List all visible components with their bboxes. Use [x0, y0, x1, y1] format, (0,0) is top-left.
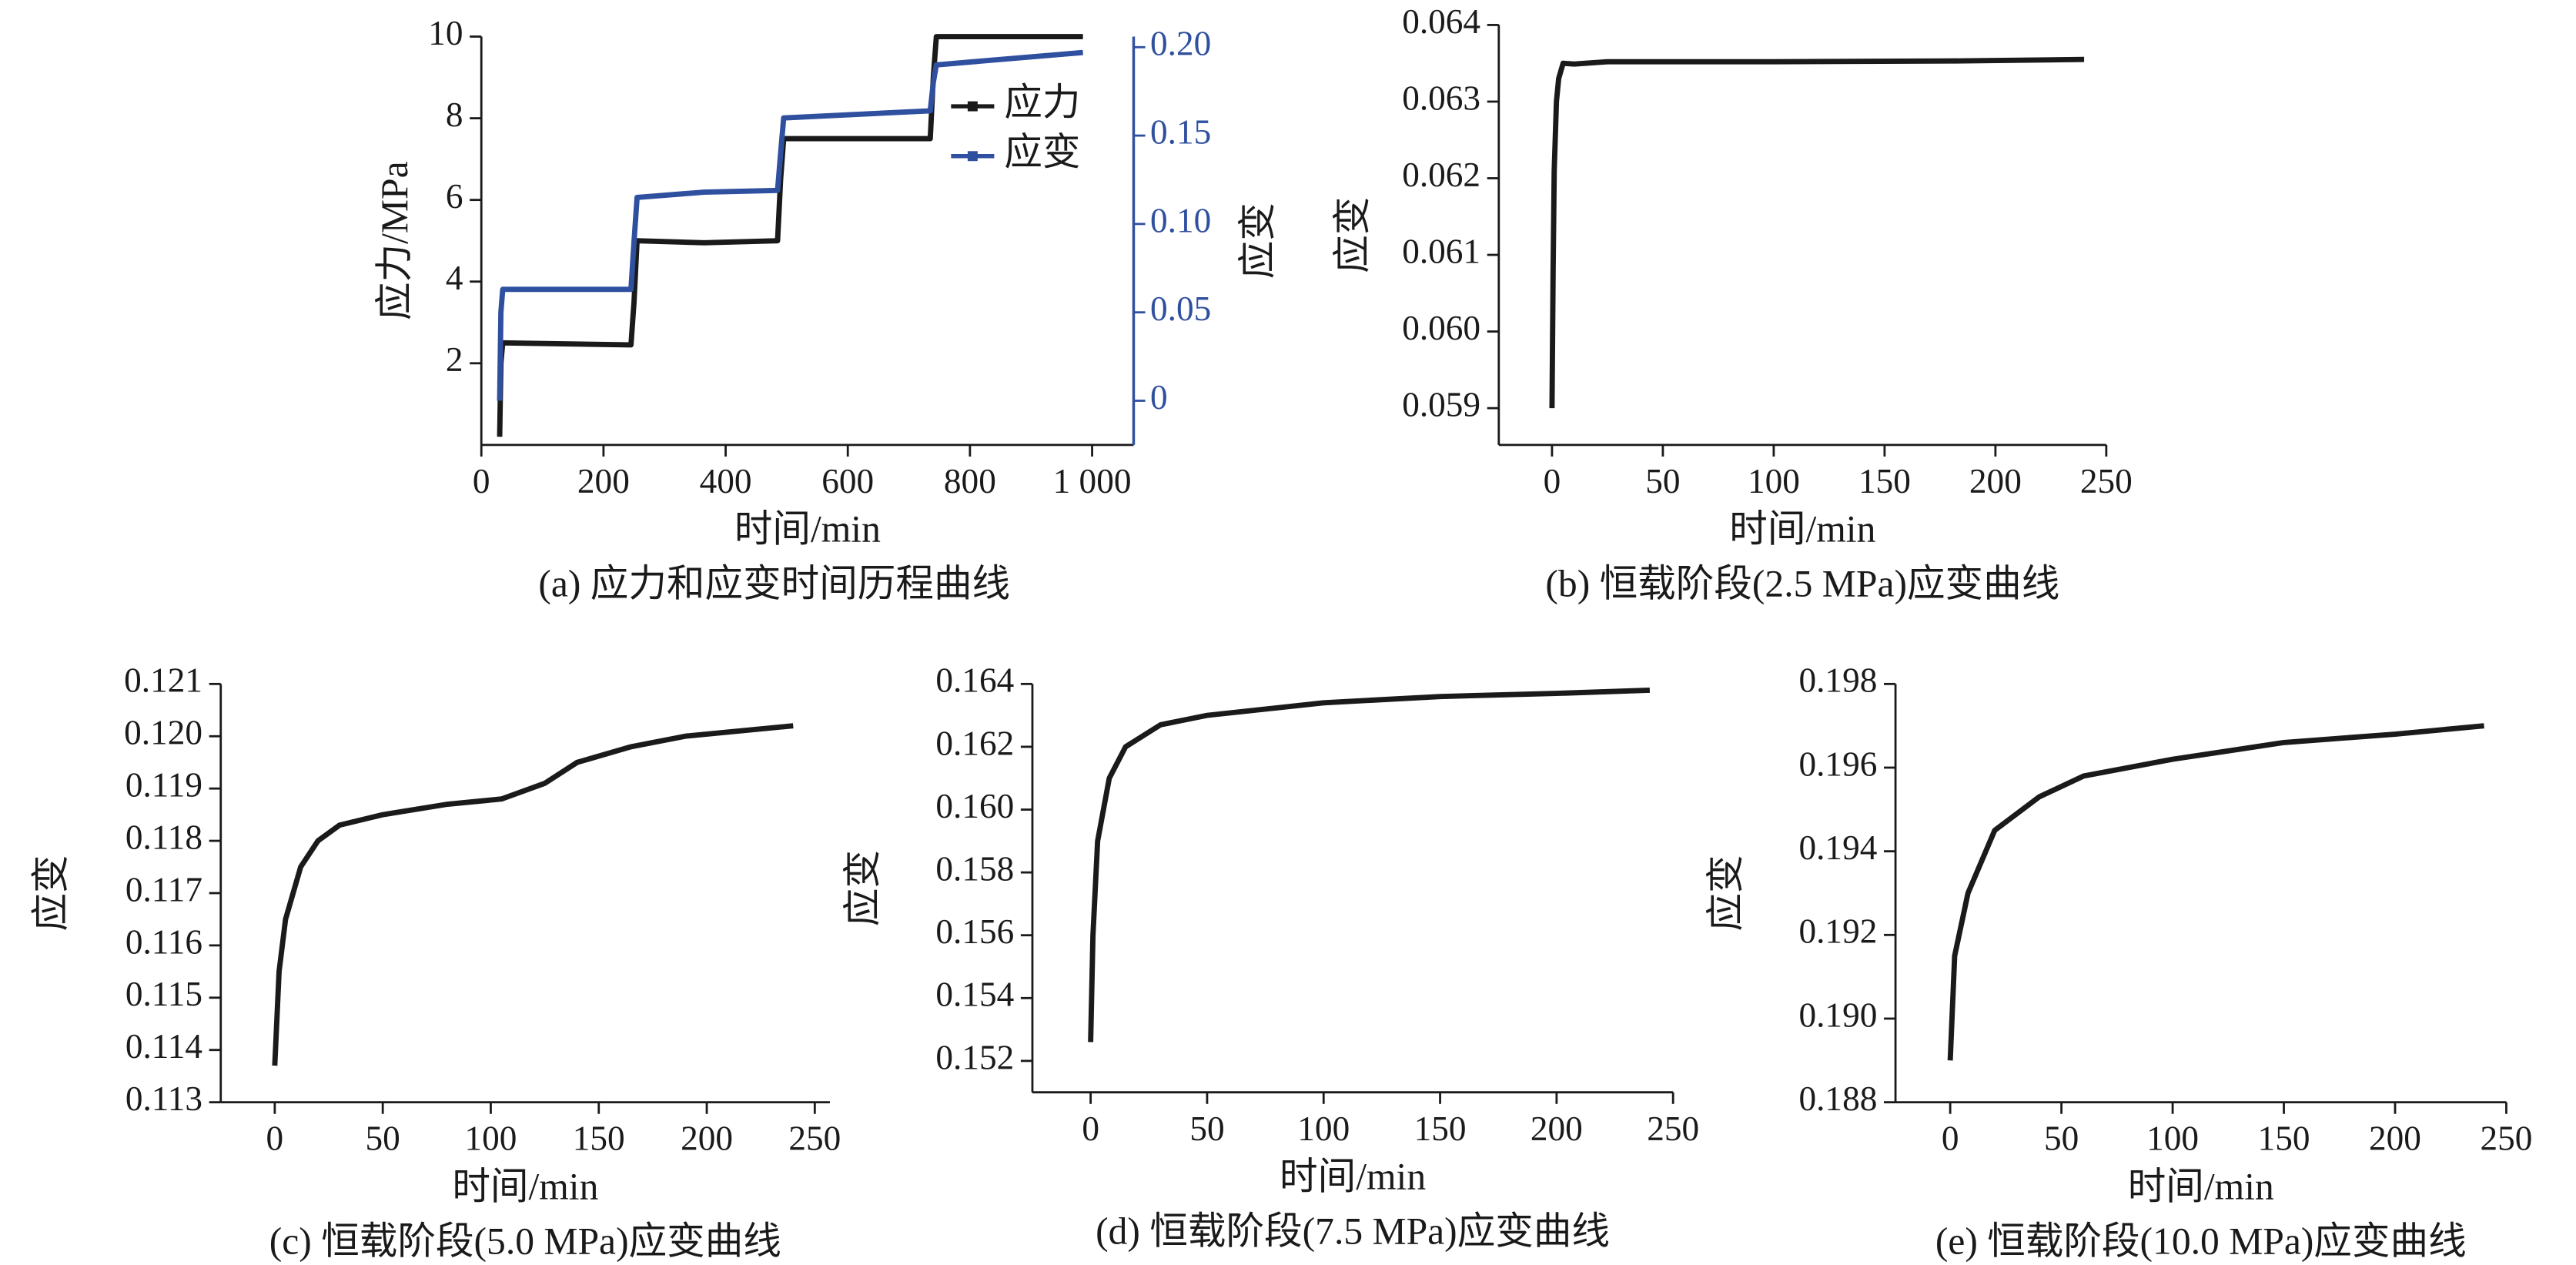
y-tick-label: 0.164: [935, 661, 1014, 700]
y-tick-label: 0.116: [125, 922, 202, 961]
data-line: [497, 49, 1083, 401]
data-line: [497, 34, 1083, 437]
x-tick-label: 400: [700, 462, 752, 500]
y-axis-label: 应变: [1705, 855, 1747, 931]
y-axis-label: 应力/MPa: [373, 161, 416, 320]
x-tick-label: 200: [577, 462, 630, 500]
y-tick-label: 0.113: [125, 1079, 202, 1118]
x-axis-label: 时间/min: [1280, 1155, 1426, 1197]
y-tick-label: 0.158: [935, 850, 1014, 889]
x-tick-label: 150: [573, 1119, 625, 1158]
x-tick-label: 0: [473, 462, 490, 500]
x-tick-label: 100: [1297, 1109, 1350, 1148]
x-axis-label: 时间/min: [1729, 508, 1875, 551]
x-axis-label: 时间/min: [734, 508, 881, 551]
x-tick-label: 0: [1544, 462, 1561, 500]
y-tick-label: 0.061: [1402, 232, 1480, 270]
y-tick-label: 0.154: [935, 976, 1014, 1014]
x-tick-label: 100: [465, 1119, 517, 1158]
x-tick-label: 50: [1189, 1109, 1224, 1148]
x-tick-label: 50: [2044, 1119, 2079, 1158]
y-tick-label: 0.190: [1798, 996, 1877, 1034]
y-tick-label: 0.059: [1402, 385, 1480, 423]
y-tick-label: 0.063: [1402, 79, 1480, 117]
y-tick-label: 0.192: [1798, 912, 1877, 951]
legend-label: 应变: [1004, 131, 1080, 173]
y-tick-label: 2: [446, 340, 463, 379]
x-tick-label: 0: [1082, 1109, 1099, 1148]
y-tick-label: 0.198: [1798, 661, 1877, 700]
x-tick-label: 150: [1414, 1109, 1467, 1148]
y-tick-label: 0.188: [1798, 1079, 1877, 1118]
x-tick-label: 250: [2480, 1119, 2532, 1158]
x-tick-label: 200: [681, 1119, 733, 1158]
caption: (d) 恒载阶段(7.5 MPa)应变曲线: [1096, 1210, 1610, 1252]
x-tick-label: 0: [1942, 1119, 1959, 1158]
x-axis-label: 时间/min: [452, 1165, 598, 1207]
y2-tick-label: 0.20: [1150, 25, 1211, 63]
x-tick-label: 250: [1647, 1109, 1699, 1148]
y-axis-label: 应变: [841, 850, 884, 926]
x-tick-label: 600: [821, 462, 874, 500]
y2-axis-label: 应变: [1236, 202, 1279, 279]
y-tick-label: 0.194: [1798, 828, 1877, 867]
y-tick-label: 0.118: [125, 818, 202, 856]
x-tick-label: 0: [266, 1119, 284, 1158]
y-tick-label: 0.152: [935, 1038, 1014, 1076]
y-tick-label: 0.156: [935, 912, 1014, 951]
legend-marker: [967, 151, 978, 162]
x-tick-label: 50: [366, 1119, 400, 1158]
y-tick-label: 0.196: [1798, 745, 1877, 783]
x-tick-label: 250: [2080, 462, 2133, 500]
caption: (c) 恒载阶段(5.0 MPa)应变曲线: [269, 1220, 781, 1262]
x-tick-label: 250: [788, 1119, 841, 1158]
x-tick-label: 1 000: [1053, 462, 1132, 500]
y-tick-label: 0.062: [1402, 156, 1480, 194]
y-tick-label: 0.119: [125, 766, 202, 805]
x-tick-label: 200: [2369, 1119, 2421, 1158]
y2-tick-label: 0.15: [1150, 112, 1211, 151]
x-tick-label: 100: [1748, 462, 1800, 500]
legend-marker: [967, 101, 978, 112]
legend-label: 应力: [1004, 81, 1080, 123]
caption: (b) 恒载阶段(2.5 MPa)应变曲线: [1545, 563, 2059, 605]
y2-tick-label: 0: [1150, 378, 1168, 417]
y-tick-label: 8: [446, 95, 463, 134]
x-tick-label: 100: [2146, 1119, 2199, 1158]
y2-tick-label: 0.05: [1150, 289, 1211, 328]
y-axis-label: 应变: [1331, 197, 1373, 273]
y-tick-label: 0.160: [935, 787, 1014, 825]
y-tick-label: 0.114: [125, 1027, 202, 1066]
y-tick-label: 6: [446, 177, 463, 216]
x-tick-label: 800: [944, 462, 996, 500]
y-tick-label: 0.121: [124, 661, 202, 700]
y-tick-label: 10: [428, 14, 463, 52]
y-tick-label: 4: [446, 259, 463, 297]
data-line: [1088, 688, 1651, 1042]
y-tick-label: 0.117: [125, 870, 202, 909]
caption: (e) 恒载阶段(10.0 MPa)应变曲线: [1935, 1220, 2467, 1262]
x-tick-label: 150: [2258, 1119, 2310, 1158]
x-tick-label: 50: [1645, 462, 1680, 500]
y-tick-label: 0.060: [1402, 309, 1480, 347]
data-line: [1549, 56, 2085, 409]
y2-tick-label: 0.10: [1150, 201, 1211, 239]
x-tick-label: 150: [1858, 462, 1911, 500]
x-tick-label: 200: [1531, 1109, 1583, 1148]
data-line: [272, 723, 794, 1066]
x-tick-label: 200: [1969, 462, 2022, 500]
caption: (a) 应力和应变时间历程曲线: [538, 563, 1010, 605]
y-tick-label: 0.162: [935, 724, 1014, 762]
y-tick-label: 0.064: [1402, 2, 1480, 41]
data-line: [1947, 723, 2484, 1061]
x-axis-label: 时间/min: [2128, 1165, 2274, 1207]
y-tick-label: 0.120: [124, 714, 202, 752]
y-axis-label: 应变: [30, 855, 72, 931]
y-tick-label: 0.115: [125, 975, 202, 1013]
